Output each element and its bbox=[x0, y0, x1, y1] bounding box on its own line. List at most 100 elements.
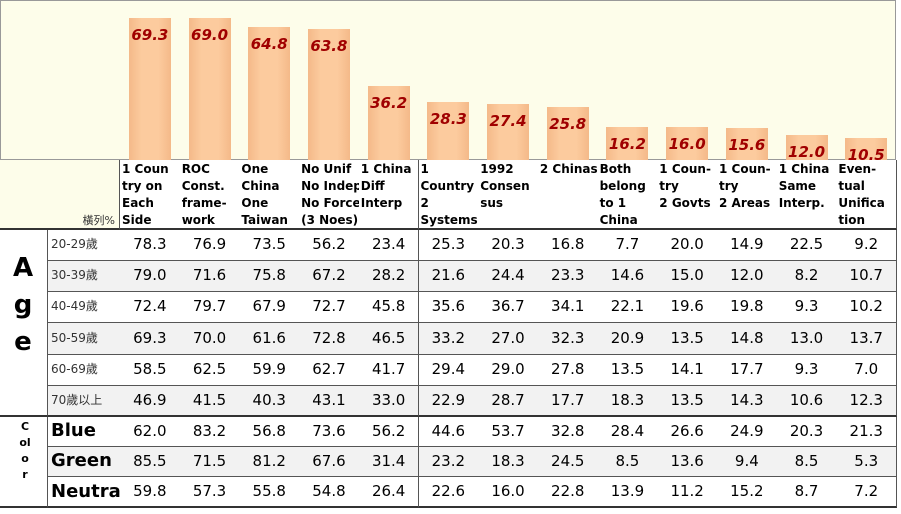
cell: 8.5 bbox=[597, 447, 659, 477]
cell: 5.3 bbox=[836, 447, 898, 477]
cell: 61.6 bbox=[239, 323, 301, 355]
cell: 7.0 bbox=[836, 355, 898, 386]
cell: 22.5 bbox=[776, 230, 838, 261]
cell: 10.2 bbox=[836, 292, 898, 323]
bar-label: 15.6 bbox=[728, 136, 766, 154]
bar bbox=[188, 18, 231, 160]
bar-label: 16.2 bbox=[608, 134, 646, 153]
bar-label: 36.2 bbox=[370, 93, 408, 112]
cell: 27.0 bbox=[478, 323, 539, 355]
cell: 71.5 bbox=[179, 447, 241, 477]
cell: 12.3 bbox=[836, 386, 898, 417]
bar bbox=[367, 85, 410, 160]
bar bbox=[666, 127, 709, 160]
cell: 14.6 bbox=[597, 261, 659, 292]
cell: 41.7 bbox=[358, 355, 420, 386]
bar bbox=[307, 29, 350, 160]
cell: 7.2 bbox=[836, 477, 898, 508]
cell: 20.3 bbox=[776, 417, 838, 447]
column-header: Even- tual Unifica tion bbox=[836, 160, 898, 230]
row-label: 30-39歲 bbox=[48, 261, 121, 292]
column-header: 1 Country 2 Systems bbox=[418, 160, 480, 230]
cell: 17.7 bbox=[717, 355, 778, 386]
bar bbox=[128, 17, 171, 160]
cell: 20.3 bbox=[478, 230, 539, 261]
cell: 22.1 bbox=[597, 292, 659, 323]
cell: 19.6 bbox=[657, 292, 718, 323]
bar-label: 69.3 bbox=[131, 25, 169, 44]
bar bbox=[725, 128, 768, 160]
cell: 32.8 bbox=[537, 417, 599, 447]
bar-label: 16.0 bbox=[668, 135, 706, 154]
cell: 55.8 bbox=[239, 477, 301, 508]
cell: 73.5 bbox=[239, 230, 301, 261]
cell: 8.7 bbox=[776, 477, 838, 508]
bar-label: 27.4 bbox=[489, 111, 527, 130]
cell: 34.1 bbox=[537, 292, 599, 323]
bar-label: 25.8 bbox=[549, 115, 587, 134]
cell: 11.2 bbox=[657, 477, 718, 508]
cell: 40.3 bbox=[239, 386, 301, 417]
group-label-text: Color bbox=[19, 420, 31, 481]
bar bbox=[248, 27, 291, 160]
cell: 46.9 bbox=[120, 386, 181, 417]
column-header: 1 China Diff Interp bbox=[358, 160, 420, 230]
cell: 10.7 bbox=[836, 261, 898, 292]
cell: 67.9 bbox=[239, 292, 301, 323]
cell: 22.8 bbox=[537, 477, 599, 508]
row-label: Neutral bbox=[48, 477, 127, 508]
cell: 15.0 bbox=[657, 261, 718, 292]
cell: 56.2 bbox=[358, 417, 420, 447]
cell: 21.6 bbox=[418, 261, 480, 292]
cell: 41.5 bbox=[179, 386, 241, 417]
row-label: 20-29歲 bbox=[48, 230, 121, 261]
cell: 13.9 bbox=[597, 477, 659, 508]
bar-label: 12.0 bbox=[788, 143, 826, 162]
cell: 24.9 bbox=[717, 417, 778, 447]
row-label: Green bbox=[48, 447, 121, 477]
cell: 56.8 bbox=[239, 417, 301, 447]
cell: 27.8 bbox=[537, 355, 599, 386]
cell: 35.6 bbox=[418, 292, 480, 323]
cell: 15.2 bbox=[717, 477, 778, 508]
cell: 28.2 bbox=[358, 261, 420, 292]
cell: 24.4 bbox=[478, 261, 539, 292]
column-header: ROC Const. frame- work bbox=[179, 160, 241, 230]
group-label bbox=[0, 230, 48, 417]
bar bbox=[546, 107, 589, 160]
cell: 62.0 bbox=[120, 417, 181, 447]
cell: 59.8 bbox=[120, 477, 181, 508]
cell: 23.3 bbox=[537, 261, 599, 292]
bar bbox=[487, 103, 530, 160]
cell: 62.7 bbox=[299, 355, 360, 386]
bar bbox=[427, 101, 470, 160]
cell: 13.7 bbox=[836, 323, 898, 355]
cell: 33.2 bbox=[418, 323, 480, 355]
cell: 12.0 bbox=[717, 261, 778, 292]
cell: 53.7 bbox=[478, 417, 539, 447]
cell: 25.3 bbox=[418, 230, 480, 261]
column-header: Both belong to 1 China bbox=[597, 160, 659, 230]
cell: 10.6 bbox=[776, 386, 838, 417]
cell: 20.9 bbox=[597, 323, 659, 355]
cell: 14.3 bbox=[717, 386, 778, 417]
cell: 67.6 bbox=[299, 447, 360, 477]
cell: 62.5 bbox=[179, 355, 241, 386]
cell: 9.4 bbox=[717, 447, 778, 477]
column-header: 1 China Same Interp. bbox=[776, 160, 838, 230]
bar-label: 28.3 bbox=[429, 109, 467, 128]
cell: 72.7 bbox=[299, 292, 360, 323]
cell: 67.2 bbox=[299, 261, 360, 292]
cell: 14.8 bbox=[717, 323, 778, 355]
cell: 8.2 bbox=[776, 261, 838, 292]
cell: 16.8 bbox=[537, 230, 599, 261]
cell: 22.9 bbox=[418, 386, 480, 417]
cell: 28.7 bbox=[478, 386, 539, 417]
cell: 73.6 bbox=[299, 417, 360, 447]
cell: 22.6 bbox=[418, 477, 480, 508]
cell: 19.8 bbox=[717, 292, 778, 323]
bar-label: 63.8 bbox=[310, 37, 348, 56]
header-left bbox=[0, 160, 48, 230]
column-header: 2 Chinas bbox=[537, 160, 599, 230]
cell: 57.3 bbox=[179, 477, 241, 508]
